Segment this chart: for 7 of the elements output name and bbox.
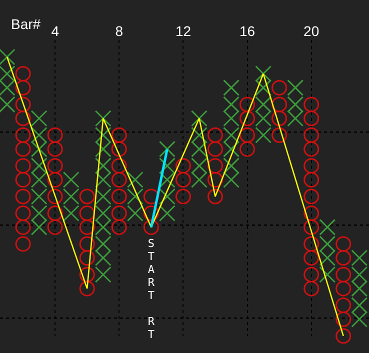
annotation: START RT [144,237,158,342]
x-tick-label: 16 [239,23,256,40]
x-tick-label: 12 [175,23,192,40]
x-tick-label: 8 [115,23,124,40]
x-tick-label: 4 [51,23,60,40]
x-tick-label: 20 [304,23,320,40]
x-axis-title: Bar# [11,16,41,32]
